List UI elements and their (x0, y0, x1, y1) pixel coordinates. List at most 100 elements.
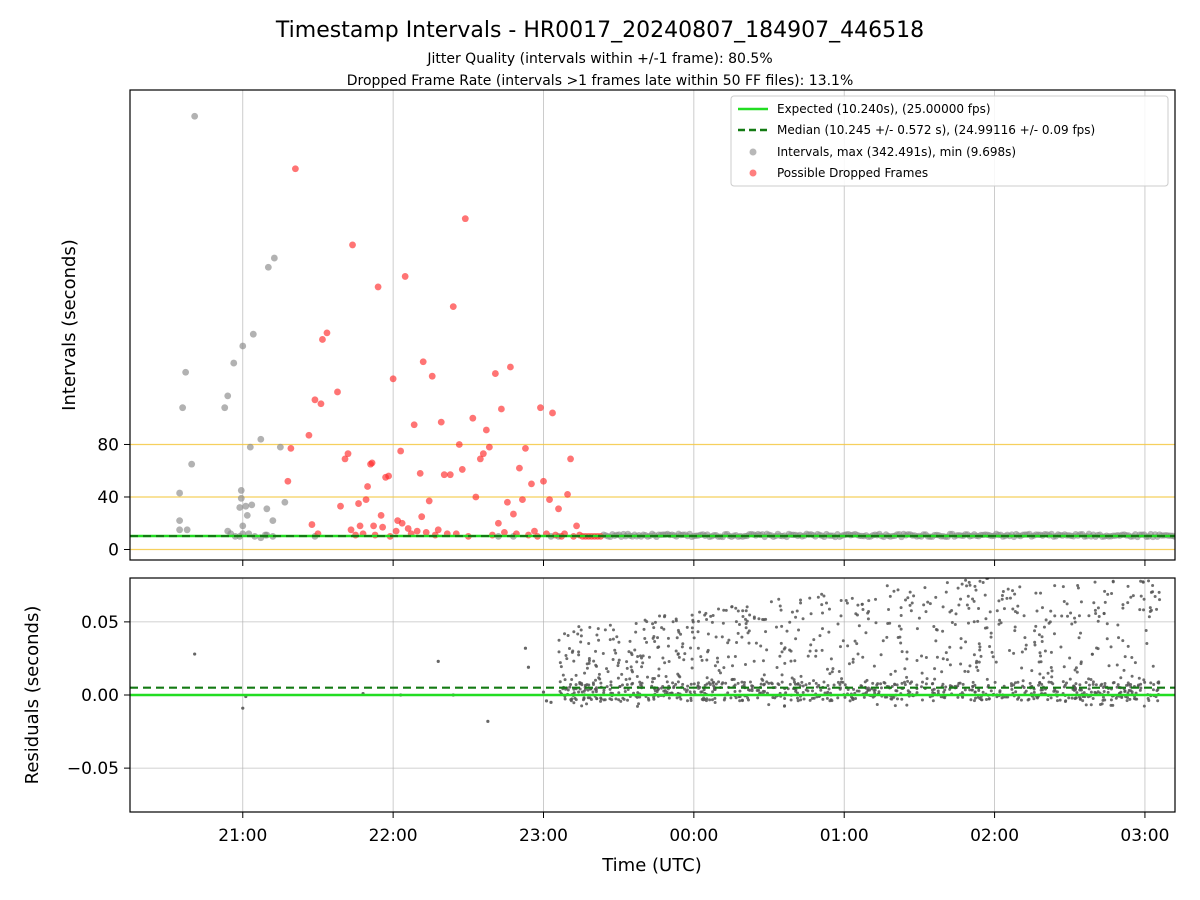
residual-point (777, 683, 781, 687)
residual-point (635, 660, 639, 664)
residual-point (801, 684, 805, 688)
residual-point (1151, 584, 1155, 588)
residual-point (1079, 600, 1083, 604)
residual-point (742, 683, 746, 687)
residual-point (875, 703, 879, 707)
legend-expected-label: Expected (10.240s), (25.00000 fps) (777, 102, 991, 116)
residual-point (910, 680, 914, 684)
dropped-frame-point (284, 477, 292, 485)
residual-point (1064, 699, 1068, 703)
residual-point (1077, 614, 1081, 618)
residual-point (744, 626, 748, 630)
residual-point (1023, 691, 1027, 695)
residual-point (566, 688, 570, 692)
dropped-frame-point (425, 497, 433, 505)
residual-point (903, 683, 907, 687)
residual-point (915, 659, 919, 663)
residual-point (989, 631, 993, 635)
residual-point (1053, 584, 1057, 588)
residual-point (730, 678, 734, 682)
residual-point (674, 682, 678, 686)
residual-point (784, 691, 788, 695)
residual-point (711, 614, 715, 618)
residual-point (851, 660, 855, 664)
residual-point (595, 686, 599, 690)
dropped-frame-point (549, 409, 556, 417)
residual-point (920, 685, 924, 689)
intervals-grid (242, 90, 1146, 560)
residuals-y-label: Residuals (seconds) (22, 606, 43, 785)
residual-point (861, 655, 865, 659)
residual-point (676, 680, 680, 684)
residual-point (681, 642, 685, 646)
residual-point (1030, 669, 1034, 673)
residual-point (662, 627, 666, 631)
residual-point (1107, 664, 1111, 668)
residual-point (780, 650, 784, 654)
residual-point (595, 696, 599, 700)
dropped-frame-point (311, 396, 319, 404)
residual-point (839, 614, 843, 618)
residual-point (817, 683, 821, 687)
residual-point (1102, 690, 1106, 694)
residual-point (1042, 625, 1046, 629)
residual-point (1139, 686, 1143, 690)
residual-point (656, 636, 660, 640)
dropped-frame-point (564, 490, 571, 498)
residual-point (611, 637, 615, 641)
interval-point (276, 443, 284, 451)
residual-point (651, 676, 655, 680)
residual-point (657, 674, 661, 678)
residual-point (789, 649, 793, 653)
residual-point (825, 667, 829, 671)
x-tick-label: 01:00 (820, 826, 869, 846)
dropped-frame-point (528, 480, 535, 488)
residual-point (979, 698, 983, 702)
dropped-frame-point (368, 459, 376, 467)
residual-point (587, 657, 591, 661)
residual-point (984, 697, 988, 701)
residual-point (889, 672, 893, 676)
residual-point (1020, 666, 1024, 670)
residual-point (983, 593, 987, 597)
residuals-y-tick-label: 0.05 (81, 613, 119, 633)
interval-point (249, 330, 257, 338)
residual-point (620, 672, 624, 676)
interval-point (243, 511, 251, 519)
residual-point (601, 652, 605, 656)
residual-point (966, 670, 970, 674)
residual-point (563, 678, 567, 682)
residual-point (193, 652, 197, 656)
residual-point (603, 628, 607, 632)
residual-point (964, 578, 968, 582)
dropped-frame-point (291, 165, 299, 173)
residual-point (783, 661, 787, 665)
residual-point (899, 627, 903, 631)
residual-point (851, 657, 855, 661)
residual-point (1094, 612, 1098, 616)
dropped-frame-point (404, 525, 412, 532)
residual-point (1115, 663, 1119, 667)
residual-point (1002, 695, 1006, 699)
residual-point (971, 680, 975, 684)
intervals-reference-lines (130, 443, 1175, 551)
residual-point (903, 667, 907, 671)
x-tick-label: 02:00 (970, 826, 1019, 846)
residual-point (558, 680, 562, 684)
residual-point (1137, 676, 1141, 680)
residual-point (820, 592, 824, 596)
residual-point (769, 681, 773, 685)
residual-point (801, 617, 805, 621)
residual-point (989, 635, 993, 639)
residual-point (740, 699, 744, 703)
interval-point (237, 494, 245, 502)
residual-point (721, 621, 725, 625)
residual-point (855, 613, 859, 617)
residual-point (821, 611, 825, 615)
dropped-frame-point (305, 431, 313, 439)
dropped-frame-point (469, 414, 477, 422)
residual-point (972, 599, 976, 603)
residual-point (640, 681, 644, 685)
residual-point (1139, 579, 1143, 583)
residual-point (920, 698, 924, 702)
